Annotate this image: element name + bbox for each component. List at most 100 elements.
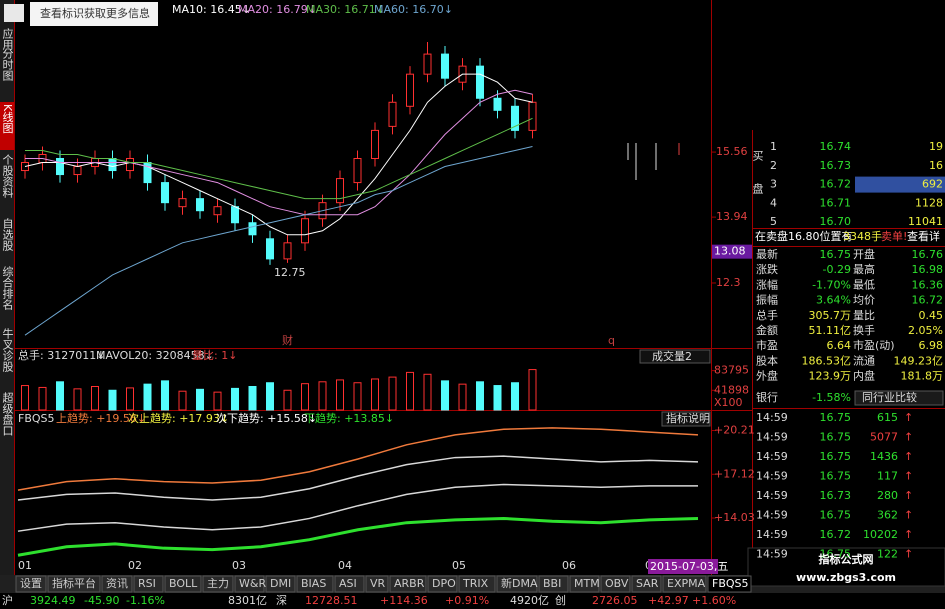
book-level: 5 [770, 215, 777, 228]
quote-label: 市盈 [756, 338, 778, 352]
indicator-button[interactable]: 指标说明 [666, 411, 710, 425]
tab[interactable]: EXPMA [667, 577, 706, 590]
volume-header: 量比: 1↓ [192, 349, 237, 362]
tab[interactable]: ASI [339, 577, 357, 590]
tab-box [234, 575, 265, 593]
tab[interactable]: 主力 [207, 577, 229, 590]
tab[interactable]: 新DMA [501, 576, 538, 590]
tab[interactable]: BOLL [169, 577, 198, 590]
indicator-line [17, 483, 698, 532]
sidebar-tab[interactable]: 自选股 [1, 218, 14, 252]
tab-box [662, 575, 707, 593]
tab[interactable]: BIAS [301, 577, 326, 590]
x-label: 05 [452, 559, 466, 572]
ma-label: MA10: 16.45↓ [172, 3, 251, 16]
quote-label: 最新 [756, 247, 778, 261]
notice[interactable]: 查看详 [907, 229, 940, 243]
quote-value: 51.11亿 [809, 324, 852, 337]
tab-box [600, 575, 631, 593]
ma-label: MA20: 16.79↓ [238, 3, 317, 16]
tab[interactable]: ARBR [394, 577, 425, 590]
sidebar-tab[interactable]: 应用 [1, 27, 14, 51]
tab[interactable]: SAR [636, 577, 659, 590]
tab[interactable]: OBV [605, 577, 629, 590]
trade-volume: 280 [877, 489, 898, 502]
x-label: 02 [128, 559, 142, 572]
tab[interactable]: 设置 [20, 577, 42, 590]
status-item: 深 [276, 594, 287, 607]
sidebar-tab[interactable]: K线图 [1, 104, 14, 134]
y-tick-label: +20.21 [714, 424, 755, 437]
y-tick-label: 12.3 [716, 276, 741, 289]
sidebar-tab[interactable]: 牛叉诊股 [1, 327, 14, 373]
tab[interactable]: DMI [270, 577, 291, 590]
quote-value: 16.98 [912, 263, 944, 276]
quote-label: 开盘 [853, 247, 875, 261]
tab[interactable]: VR [370, 577, 386, 590]
volume-bar [336, 379, 344, 411]
volume-bar [301, 383, 309, 411]
tab[interactable]: MTM [574, 577, 600, 590]
tab-box [265, 575, 296, 593]
book-volume: 692 [922, 178, 943, 191]
tab-box [202, 575, 234, 593]
low-label: 12.75 [274, 266, 306, 279]
industry-button[interactable]: 同行业比较 [862, 390, 917, 404]
book-level: 3 [770, 178, 777, 191]
current-price: 13.08 [714, 245, 746, 258]
current-price-box [712, 244, 752, 259]
tab-box [538, 575, 569, 593]
y-tick-label: 15.56 [716, 145, 748, 158]
tab[interactable]: DPO [432, 577, 456, 590]
volume-bar [91, 386, 99, 411]
tab[interactable]: BBI [543, 577, 561, 590]
book-volume: 16 [929, 159, 943, 172]
sidebar-tab[interactable]: 综合排名 [1, 265, 14, 310]
trade-price: 16.75 [820, 509, 852, 522]
y-tick-label: +14.03 [714, 511, 755, 524]
ma-line [25, 89, 533, 216]
volume-bar [371, 378, 379, 411]
status-item: 3924.49 [30, 594, 76, 607]
status-item: 4920亿 [510, 594, 549, 607]
quote-value: 16.72 [912, 294, 944, 307]
volume-bar [21, 385, 29, 411]
tab[interactable]: TRIX [462, 577, 489, 590]
ma-line [24, 145, 533, 336]
tab[interactable]: W&R [239, 577, 266, 590]
volume-bar [178, 390, 187, 411]
indicator-header: 次上趋势: +17.93↓ [128, 411, 229, 425]
quote-value: 16.75 [820, 248, 852, 261]
volume-bar [423, 373, 432, 411]
book-level: 2 [770, 159, 777, 172]
volume-dropdown[interactable]: 成交量2 [652, 349, 692, 363]
book-volume: 1128 [915, 196, 943, 209]
x-label: 04 [338, 559, 352, 572]
trade-price: 16.72 [820, 528, 852, 541]
status-item: -45.90 [84, 594, 119, 607]
trade-volume: 615 [877, 411, 898, 424]
candle-body [441, 53, 449, 79]
sidebar-tab[interactable]: 个股资料 [1, 154, 14, 199]
quote-value: 16.36 [912, 278, 944, 291]
candle-body [406, 73, 414, 107]
tab-box [631, 575, 662, 593]
trade-volume: 10202 [863, 528, 898, 541]
volume-bar [353, 382, 362, 411]
candle-body [231, 206, 239, 224]
tab-box [458, 575, 496, 593]
tab[interactable]: FBQS5 [712, 577, 749, 590]
tab[interactable]: 指标平台 [52, 576, 96, 590]
trade-price: 16.73 [820, 489, 852, 502]
volume-bar [441, 380, 449, 411]
sidebar-tab[interactable]: 分时图 [1, 48, 14, 82]
trade-price: 16.75 [820, 470, 852, 483]
watermark-box [747, 547, 945, 587]
tab[interactable]: RSI [138, 577, 156, 590]
mini-ticks [627, 143, 680, 180]
sidebar-tab[interactable]: 超级盘口 [1, 391, 14, 436]
tab[interactable]: 资讯 [106, 577, 128, 590]
status-item: +114.36 [380, 594, 428, 607]
tab-box [296, 575, 334, 593]
